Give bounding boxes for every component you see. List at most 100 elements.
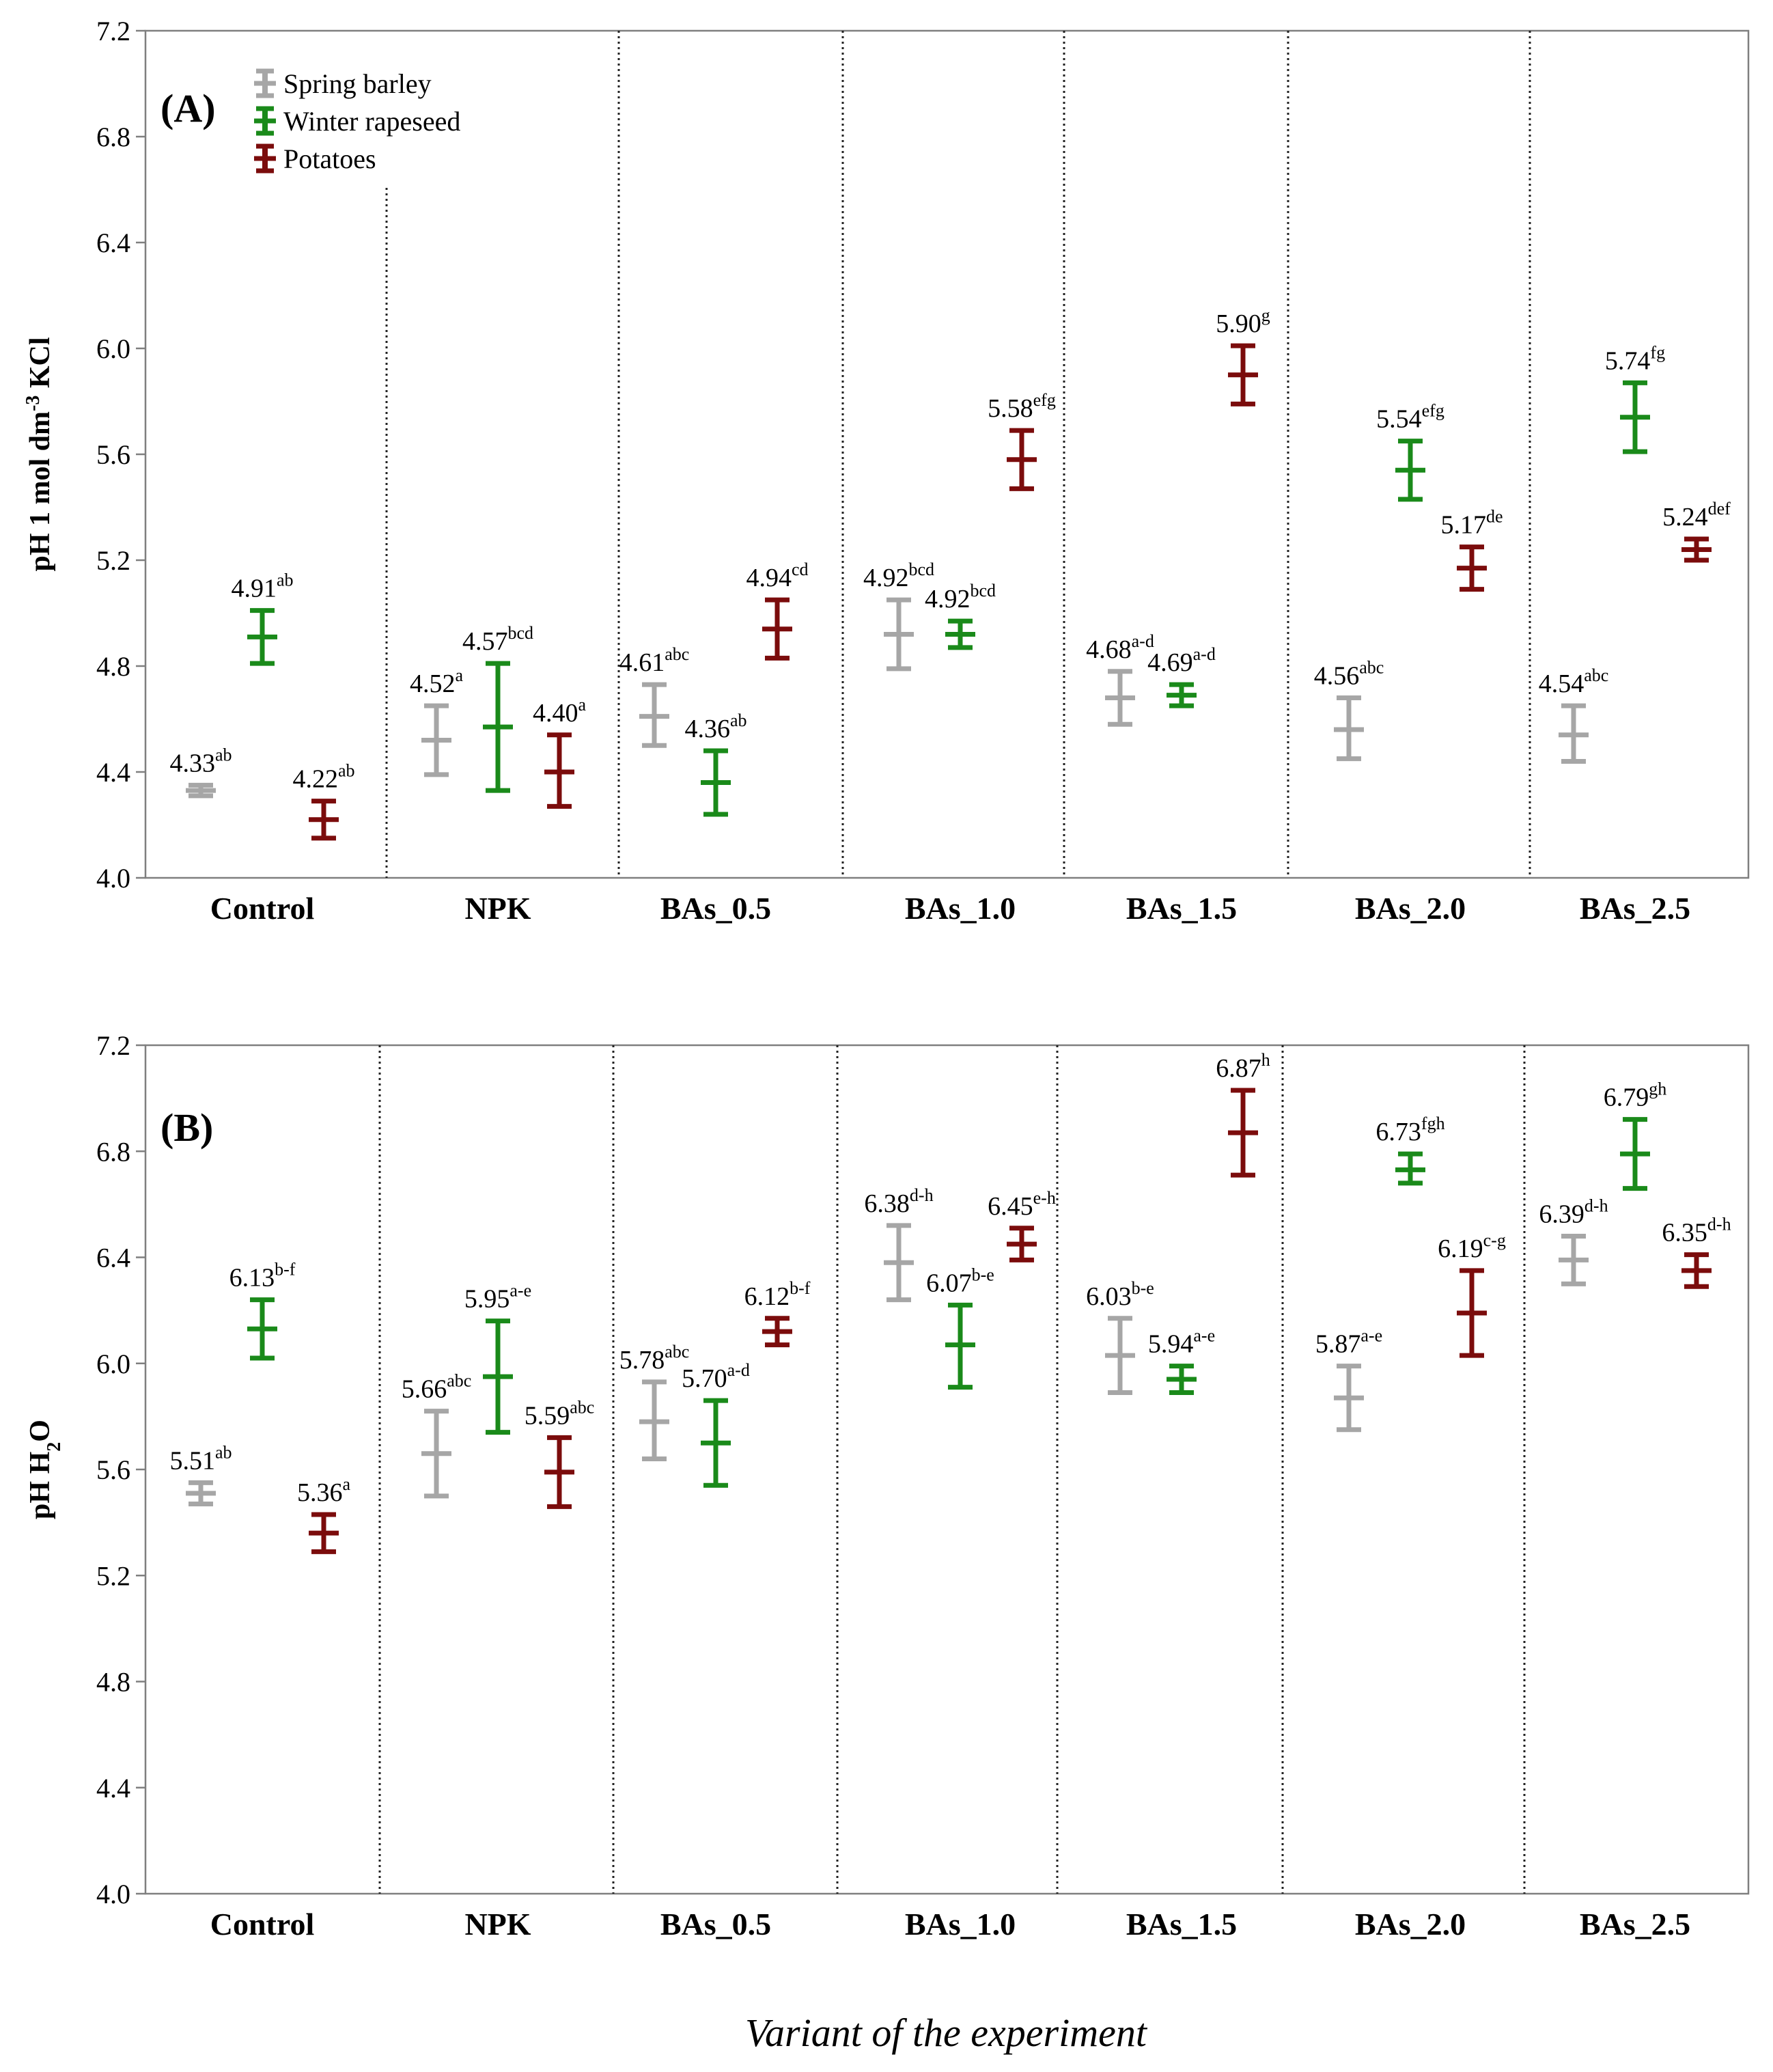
data-label: 4.94cd: [746, 560, 808, 592]
data-label: 6.35d-h: [1662, 1215, 1731, 1247]
data-label-letters: efg: [1422, 401, 1444, 421]
data-label-value: 5.51: [169, 1446, 215, 1475]
data-label: 4.69a-d: [1147, 644, 1216, 677]
data-label-letters: a-d: [727, 1360, 750, 1380]
data-label: 4.54abc: [1539, 665, 1609, 698]
data-label-value: 5.58: [988, 394, 1033, 423]
y-tick-label: 6.8: [96, 122, 130, 152]
data-label: 6.45e-h: [988, 1188, 1056, 1221]
data-label-value: 6.12: [744, 1282, 790, 1311]
legend-label: Spring barley: [283, 68, 432, 99]
data-label: 4.92bcd: [925, 581, 996, 613]
data-label-letters: ab: [277, 570, 294, 590]
y-tick-label: 7.2: [96, 1030, 130, 1061]
data-label: 6.39d-h: [1539, 1196, 1608, 1228]
data-label-letters: bcd: [908, 560, 934, 579]
y-tick-label: 6.8: [96, 1136, 130, 1167]
y-axis-title-text: pH 1 mol dm: [25, 411, 56, 572]
data-label: 6.73fgh: [1376, 1114, 1444, 1146]
data-label-letters: def: [1708, 499, 1731, 519]
data-label-letters: a-e: [509, 1281, 531, 1301]
data-label-letters: a-d: [1193, 644, 1216, 664]
data-label-letters: abc: [447, 1371, 471, 1391]
data-label: 5.74fg: [1605, 342, 1665, 375]
data-label-letters: h: [1261, 1050, 1270, 1070]
category-label: Control: [210, 891, 315, 926]
data-label-value: 5.74: [1605, 346, 1651, 375]
data-label-value: 6.07: [926, 1269, 972, 1297]
data-label-value: 5.90: [1216, 309, 1261, 338]
series-spring-barley: 5.51ab5.66abc5.78abc6.38d-h6.03b-e5.87a-…: [169, 1185, 1608, 1506]
data-label-letters: abc: [665, 644, 689, 664]
data-label: 6.13b-f: [229, 1260, 296, 1293]
data-label: 6.03b-e: [1086, 1278, 1154, 1311]
data-label-letters: d-h: [1707, 1215, 1731, 1234]
data-label-value: 5.66: [402, 1375, 447, 1404]
data-label-value: 4.94: [746, 564, 792, 592]
data-label-letters: abc: [1359, 658, 1384, 678]
data-label-letters: abc: [1584, 665, 1608, 685]
data-label-letters: bcd: [970, 581, 996, 600]
data-label-value: 5.24: [1662, 503, 1708, 531]
data-label: 4.52a: [410, 665, 464, 698]
x-axis-title: Variant of the experiment: [745, 2011, 1148, 2055]
y-tick-label: 6.4: [96, 1243, 130, 1273]
data-label-letters: ab: [730, 710, 747, 730]
y-tick-label: 6.4: [96, 227, 130, 258]
category-label: Control: [210, 1907, 315, 1942]
data-label-letters: abc: [570, 1397, 594, 1417]
y-tick-label: 4.8: [96, 1667, 130, 1698]
data-label-letters: a: [455, 665, 463, 685]
data-label: 5.54efg: [1376, 401, 1444, 434]
data-label-value: 5.54: [1376, 405, 1422, 434]
data-label: 5.94a-e: [1148, 1326, 1215, 1359]
category-label: BAs_0.5: [660, 1907, 771, 1942]
category-label: BAs_1.0: [905, 1907, 1016, 1942]
data-label-value: 6.79: [1604, 1083, 1649, 1112]
data-label-value: 5.87: [1315, 1330, 1361, 1359]
y-axis-title-text: pH H: [25, 1452, 56, 1519]
panel-label: (B): [160, 1105, 213, 1150]
data-label-letters: de: [1486, 507, 1503, 527]
data-label-letters: d-h: [910, 1185, 934, 1205]
data-label-value: 6.45: [988, 1192, 1033, 1221]
data-label-value: 4.92: [925, 585, 971, 613]
y-tick-label: 4.0: [96, 1879, 130, 1909]
series-winter-rapeseed: 4.91ab4.57bcd4.36ab4.92bcd4.69a-d5.54efg…: [231, 342, 1665, 817]
y-axis-title-sup: -3: [23, 396, 44, 411]
data-label-value: 5.59: [525, 1401, 570, 1430]
data-label-value: 4.69: [1147, 648, 1193, 677]
data-label-letters: b-f: [790, 1278, 811, 1298]
series-winter-rapeseed: 6.13b-f5.95a-e5.70a-d6.07b-e5.94a-e6.73f…: [229, 1079, 1666, 1488]
y-tick-label: 7.2: [96, 16, 130, 46]
data-label: 5.36a: [297, 1474, 351, 1507]
data-label-value: 4.33: [169, 749, 215, 777]
data-label-letters: a: [342, 1474, 350, 1494]
data-label-letters: bcd: [507, 623, 533, 643]
category-label: BAs_1.5: [1126, 891, 1237, 926]
data-label-value: 4.56: [1314, 662, 1360, 691]
legend: Spring barley Winter rapeseed Potatoes: [254, 68, 460, 174]
data-label-value: 4.22: [292, 765, 338, 794]
data-label-value: 4.36: [684, 715, 730, 743]
y-tick-label: 5.6: [96, 439, 130, 470]
data-label-value: 6.35: [1662, 1219, 1707, 1247]
data-label-value: 6.19: [1438, 1234, 1483, 1263]
data-label: 4.57bcd: [462, 623, 533, 656]
data-label: 4.22ab: [292, 761, 354, 794]
category-label: BAs_2.0: [1355, 1907, 1466, 1942]
data-label: 6.87h: [1216, 1050, 1270, 1083]
data-label-letters: ab: [215, 745, 232, 764]
data-label-letters: gh: [1649, 1079, 1666, 1099]
data-label-value: 6.38: [864, 1189, 910, 1218]
panel-a: 4.0 4.4 4.8 5.2 5.6 6.0 6.4 6.8 7.2 Control NPK BAs…: [23, 16, 1750, 926]
y-tick-label: 4.4: [96, 757, 130, 788]
data-label-value: 4.92: [863, 564, 909, 592]
data-label-value: 5.17: [1440, 511, 1486, 540]
y-tick-label: 6.0: [96, 1349, 130, 1379]
data-label-value: 4.40: [533, 699, 578, 728]
data-label-letters: a-e: [1360, 1326, 1382, 1346]
data-label-value: 6.73: [1376, 1118, 1421, 1146]
data-label-value: 5.94: [1148, 1330, 1194, 1359]
